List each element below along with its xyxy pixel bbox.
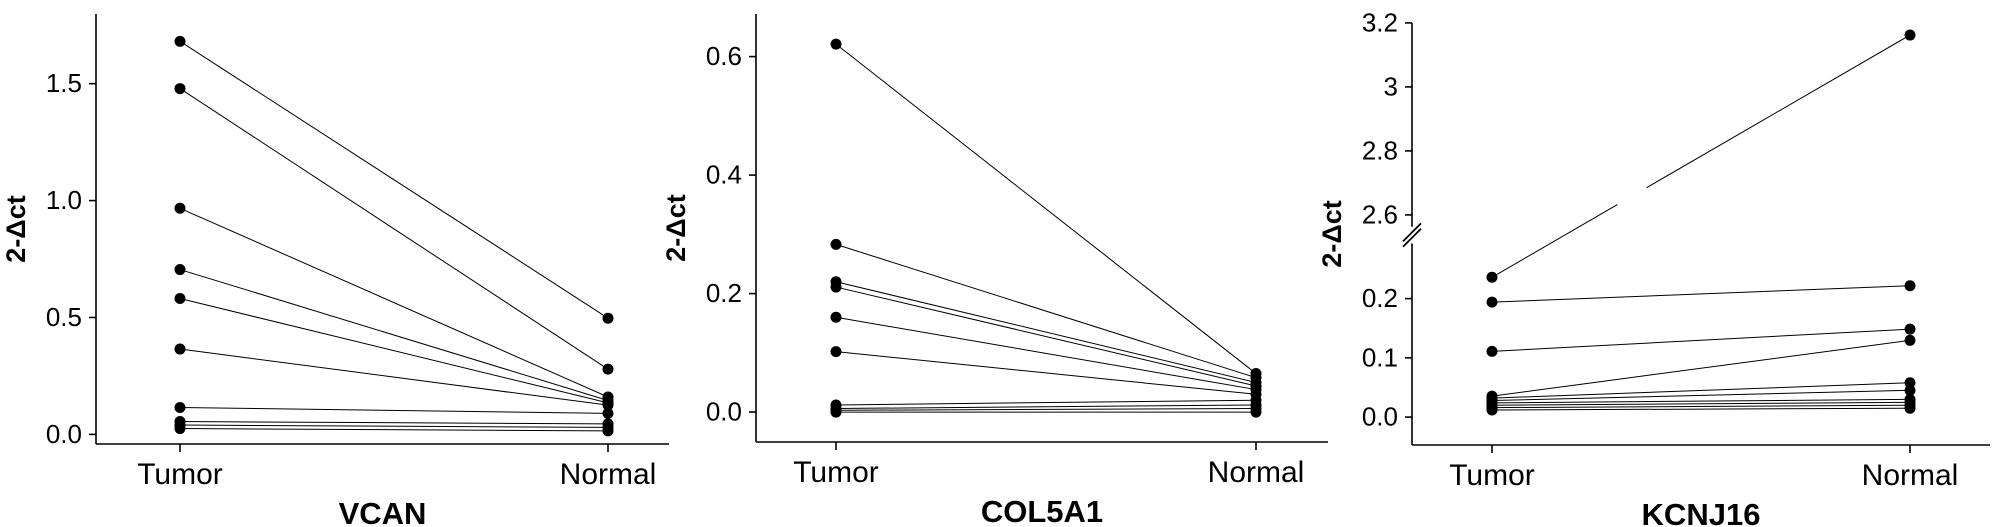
- svg-text:3.2: 3.2: [1362, 7, 1398, 37]
- svg-text:1.5: 1.5: [46, 68, 82, 98]
- svg-text:Tumor: Tumor: [793, 456, 879, 489]
- svg-text:Tumor: Tumor: [1449, 459, 1535, 492]
- svg-text:0.4: 0.4: [706, 160, 742, 190]
- svg-text:1.0: 1.0: [46, 185, 82, 215]
- svg-text:0.0: 0.0: [706, 397, 742, 427]
- svg-text:2.8: 2.8: [1362, 135, 1398, 165]
- svg-text:0.0: 0.0: [46, 419, 82, 449]
- svg-text:0.2: 0.2: [1362, 283, 1398, 313]
- svg-text:Tumor: Tumor: [137, 458, 223, 491]
- svg-text:2-Δct: 2-Δct: [1317, 200, 1347, 267]
- svg-text:3: 3: [1384, 71, 1398, 101]
- svg-text:Normal: Normal: [1862, 459, 1959, 492]
- svg-text:KCNJ16: KCNJ16: [1642, 497, 1761, 527]
- svg-text:COL5A1: COL5A1: [981, 494, 1103, 527]
- svg-text:Normal: Normal: [1208, 456, 1305, 489]
- svg-text:0.1: 0.1: [1362, 342, 1398, 372]
- svg-text:0.2: 0.2: [706, 278, 742, 308]
- svg-text:VCAN: VCAN: [339, 496, 427, 527]
- svg-text:2-Δct: 2-Δct: [661, 194, 691, 261]
- svg-text:0.6: 0.6: [706, 41, 742, 71]
- svg-text:Normal: Normal: [560, 458, 657, 491]
- svg-text:2-Δct: 2-Δct: [1, 195, 31, 262]
- svg-text:0.5: 0.5: [46, 302, 82, 332]
- svg-text:2.6: 2.6: [1362, 199, 1398, 229]
- svg-text:0.0: 0.0: [1362, 402, 1398, 432]
